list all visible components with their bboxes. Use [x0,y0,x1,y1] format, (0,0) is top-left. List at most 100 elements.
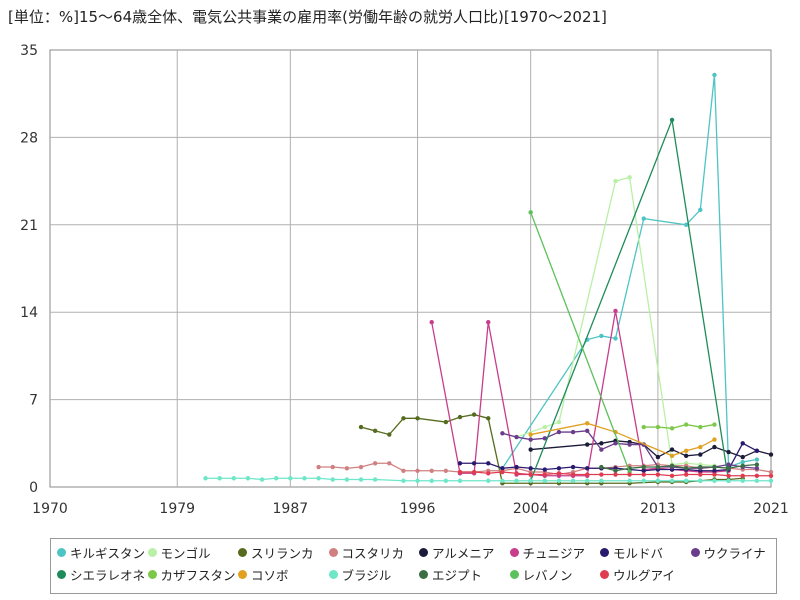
data-point [471,461,477,466]
data-point [401,478,406,483]
data-point [613,472,618,477]
data-point [712,478,717,483]
data-point [372,428,378,434]
data-point [500,469,505,475]
legend-item: ウルグアイ [600,565,675,584]
data-point [401,468,406,473]
data-point [585,442,590,447]
data-point [655,464,661,470]
data-point [528,432,533,437]
legend-item: スリランカ [238,543,314,562]
data-point [443,478,449,483]
legend: キルギスタン モンゴル スリランカ コスタリカ アルメニア チュニジア モルドバ ウクライナシ… [50,538,777,594]
legend-item: レバノン [509,565,573,584]
data-point [344,466,350,471]
x-tick-label: 1996 [400,501,436,517]
data-point [599,472,604,477]
data-point [740,463,745,468]
data-point [542,424,548,430]
data-point [514,464,519,470]
data-point [641,464,646,470]
data-point [302,476,307,481]
grid-lines [50,50,771,487]
data-point [486,319,491,325]
data-point [429,468,434,473]
data-point [683,453,689,458]
y-tick-label: 14 [20,305,38,321]
data-point [387,432,392,437]
data-point [585,478,590,483]
data-point [712,422,717,427]
legend-label: エジプト [432,568,483,583]
data-point [514,471,519,476]
data-point [712,472,717,477]
legend-label: カザフスタン [160,568,236,583]
data-point [585,466,590,471]
data-point [528,437,533,442]
legend-label: モンゴル [160,546,211,561]
data-point [542,467,548,472]
legend-marker [328,570,338,579]
data-point [500,466,505,471]
data-point [471,469,477,475]
data-point [585,472,590,477]
data-point [599,478,604,483]
data-point [740,459,745,465]
legend-label: キルギスタン [70,546,146,561]
legend-item: コソボ [238,565,289,584]
data-point [273,476,279,481]
data-point [754,466,760,471]
y-axis-ticks: 0 7 14 21 28 35 [20,43,38,496]
series-9 [641,422,717,431]
data-point [500,478,505,483]
data-point [712,72,717,78]
legend-label: レバノン [522,568,573,583]
legend-label: シエラレオネ [70,568,146,583]
data-point [669,473,675,478]
data-point [768,452,774,457]
x-tick-label: 1987 [273,501,309,517]
data-point [486,471,491,476]
data-point [754,457,760,462]
data-point [528,210,533,215]
legend-marker [509,548,519,557]
y-tick-label: 0 [29,480,38,496]
series-11 [203,476,774,483]
data-point [599,447,604,452]
data-point [514,478,519,483]
data-point [514,434,519,440]
data-point [457,461,463,466]
data-point [528,466,533,471]
series-12 [599,462,760,473]
data-point [641,468,646,473]
y-tick-label: 21 [20,218,38,234]
series-14 [457,469,774,478]
data-point [457,478,463,483]
x-tick-label: 2004 [513,501,549,517]
data-point [570,478,576,483]
data-point [669,117,675,123]
data-point [556,471,562,476]
data-point [726,473,731,478]
legend-label: ウルグアイ [613,568,675,583]
data-point [330,477,335,482]
legend-label: コスタリカ [341,546,405,561]
data-point [259,477,265,482]
legend-item: ブラジル [328,565,391,584]
data-point [712,437,717,442]
legend-marker [238,570,247,579]
data-point [316,464,321,470]
data-point [655,454,661,460]
legend-marker [147,570,157,579]
data-point [613,468,618,473]
legend-item: チュニジア [509,543,585,562]
data-point [768,473,774,478]
data-point [429,319,434,325]
data-point [754,473,760,478]
legend-marker [509,570,519,579]
legend-label: ウクライナ [703,546,766,561]
data-point [457,469,463,475]
legend-item: コスタリカ [328,543,405,562]
data-point [415,416,420,421]
legend-item: ウクライナ [690,543,766,562]
